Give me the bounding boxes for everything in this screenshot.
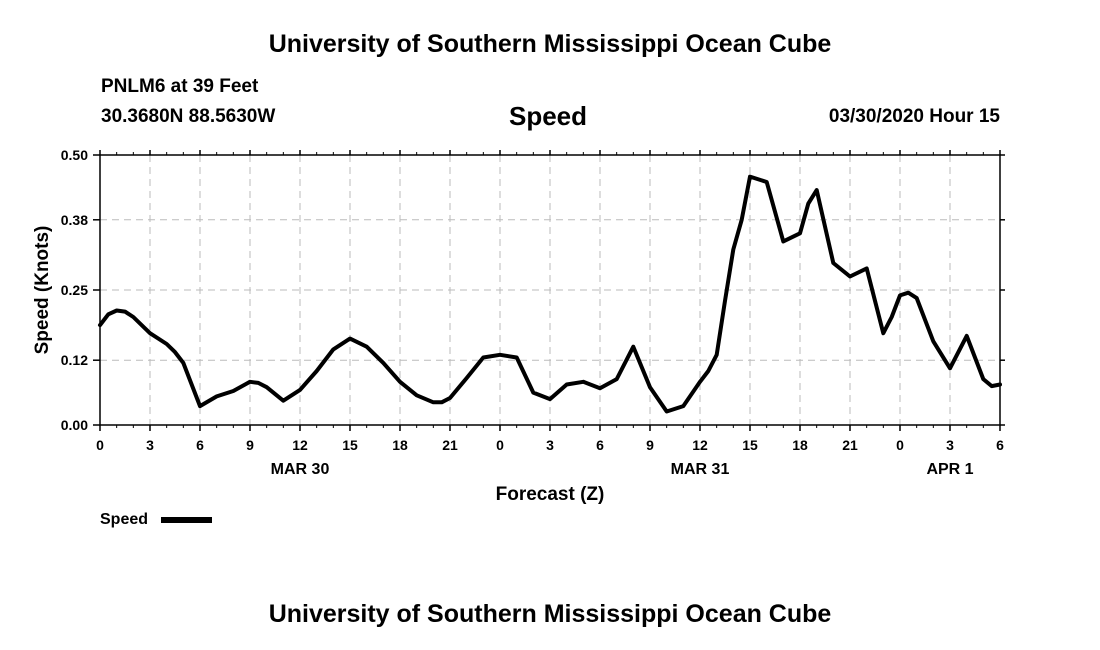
x-tick-label: 3 [146,437,154,453]
x-tick-label: 12 [292,437,308,453]
x-tick-label: 3 [546,437,554,453]
x-tick-label: 0 [496,437,504,453]
day-label: MAR 31 [671,461,730,478]
page-title: University of Southern Mississippi Ocean… [268,30,832,58]
x-tick-label: 15 [742,437,758,453]
y-tick-label: 0.00 [61,417,88,433]
x-tick-label: 6 [196,437,204,453]
y-tick-label: 0.38 [61,212,88,228]
day-labels: MAR 30 MAR 31 APR 1 [271,461,974,478]
grid-lines [100,155,1000,425]
x-tick-label: 0 [896,437,904,453]
x-tick-label: 6 [596,437,604,453]
footer-title: University of Southern Mississippi Ocean… [268,600,832,628]
y-tick-label: 0.12 [61,352,88,368]
day-label: APR 1 [926,461,973,478]
x-tick-label: 9 [246,437,254,453]
x-tick-label: 15 [342,437,358,453]
x-tick-label: 21 [442,437,458,453]
x-tick-label: 9 [646,437,654,453]
x-tick-label: 18 [792,437,808,453]
y-tick-labels: 0.00 0.12 0.25 0.38 0.50 [61,147,88,433]
station-label: PNLM6 at 39 Feet [101,76,259,97]
legend-label: Speed [100,511,148,528]
forecast-datetime: 03/30/2020 Hour 15 [828,106,1000,127]
y-tick-label: 0.50 [61,147,88,163]
x-tick-label: 18 [392,437,408,453]
chart-title: Speed [509,101,588,131]
x-tick-label: 3 [946,437,954,453]
plot-frame [99,154,1001,426]
x-axis-label: Forecast (Z) [496,484,605,505]
y-axis-label: Speed (Knots) [32,226,53,355]
coordinates-label: 30.3680N 88.5630W [101,106,276,127]
speed-series-line [98,174,1002,414]
y-tick-label: 0.25 [61,282,88,298]
x-tick-label: 0 [96,437,104,453]
x-tick-label: 21 [842,437,858,453]
x-tick-label: 6 [996,437,1004,453]
x-tick-label: 12 [692,437,708,453]
day-label: MAR 30 [271,461,330,478]
x-tick-labels: 0 3 6 9 12 15 18 21 0 3 6 9 12 15 18 21 0 3 6 [96,437,1004,453]
